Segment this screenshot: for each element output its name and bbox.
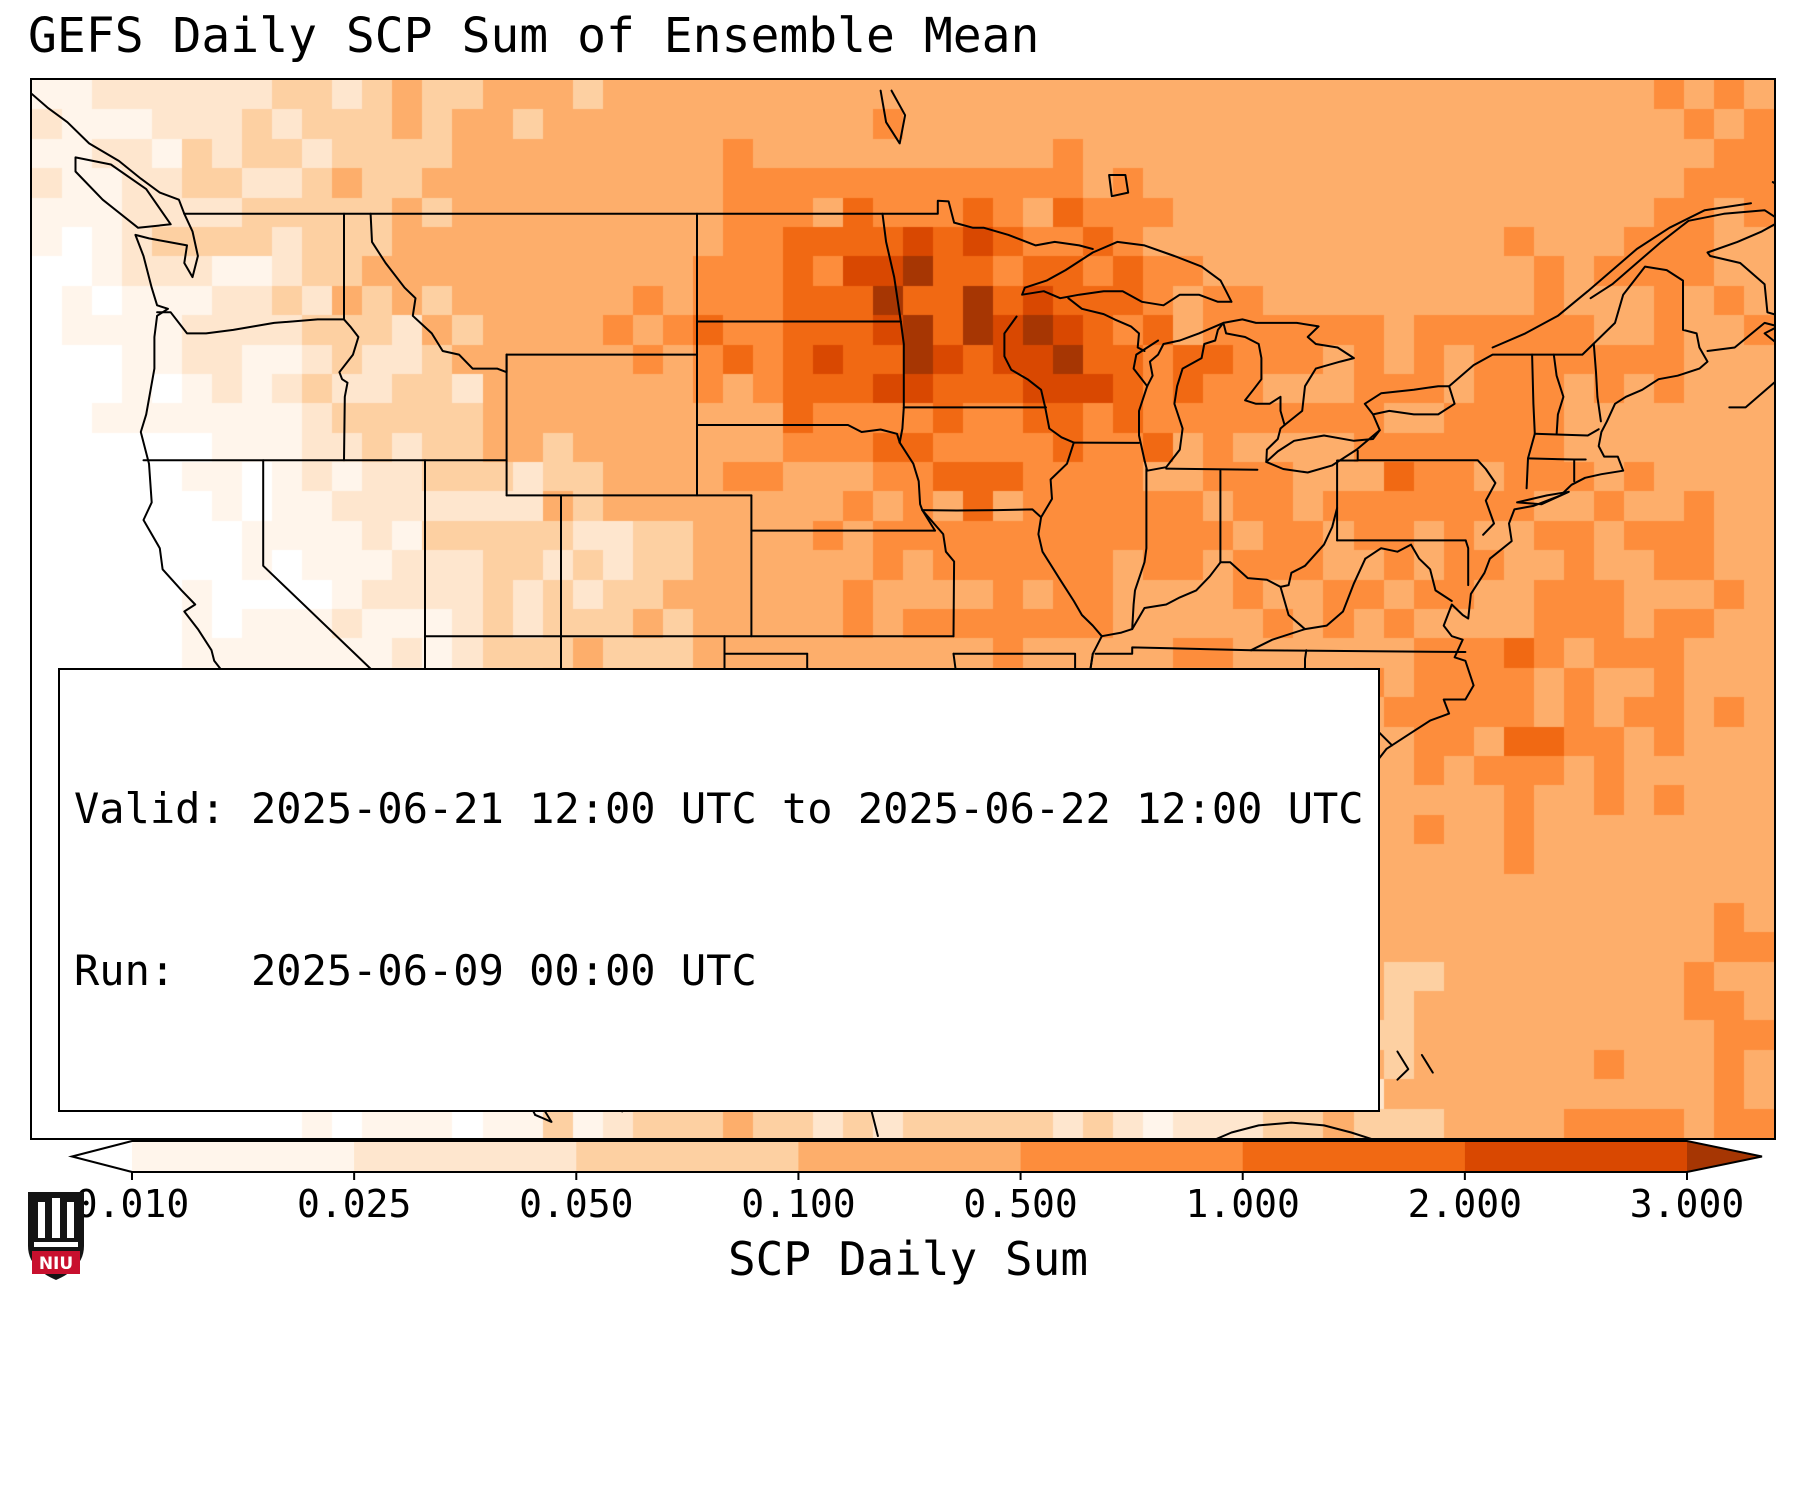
- map-boundary-line: [1464, 539, 1470, 587]
- map-boundary-line: [1356, 459, 1497, 536]
- map-boundary-line: [1250, 628, 1306, 652]
- map-boundary-line: [1706, 321, 1774, 409]
- map-boundary-line: [369, 212, 508, 374]
- map-boundary-line: [1094, 646, 1253, 655]
- map-boundary-line: [879, 89, 907, 145]
- map-boundary-line: [921, 509, 956, 638]
- map-boundary-line: [1304, 557, 1367, 631]
- map-boundary-line: [1067, 297, 1146, 352]
- map-boundary-line: [1589, 209, 1774, 316]
- map-boundary-line: [1100, 507, 1339, 638]
- validity-box: Valid: 2025-06-21 12:00 UTC to 2025-06-2…: [58, 668, 1380, 1112]
- map-boundary-line: [921, 508, 1043, 519]
- map-boundary-line: [1592, 343, 1602, 423]
- map-boundary-line: [898, 406, 905, 444]
- map-boundary-line: [1138, 321, 1225, 472]
- map-boundary-line: [1021, 240, 1233, 307]
- map-boundary-line: [1396, 1050, 1410, 1081]
- map-boundary-line: [1279, 585, 1306, 631]
- map-boundary-line: [1533, 428, 1600, 437]
- colorbar-segment: [132, 1141, 355, 1172]
- colorbar-tick-label: 0.500: [963, 1182, 1078, 1226]
- colorbar-segment: [1464, 1141, 1688, 1172]
- colorbar-tick-label: 1.000: [1185, 1182, 1300, 1226]
- map-boundary-line: [74, 156, 172, 229]
- map-boundary-line: [1037, 441, 1103, 638]
- colorbar: [68, 1140, 1763, 1180]
- colorbar-tick-label: 0.100: [741, 1182, 856, 1226]
- colorbar-segment: [798, 1141, 1022, 1172]
- map-boundary-line: [1552, 353, 1565, 436]
- map-boundary-line: [1250, 649, 1467, 653]
- colorbar-tick-label: 0.025: [296, 1182, 412, 1226]
- map-boundary-line: [32, 93, 186, 215]
- map-boundary-line: [1516, 490, 1570, 506]
- colorbar-segment: [1242, 1141, 1466, 1172]
- map-boundary-line: [881, 212, 902, 323]
- map-boundary-line: [1527, 457, 1587, 461]
- valid-time-text: Valid: 2025-06-21 12:00 UTC to 2025-06-2…: [74, 784, 1364, 833]
- niu-logo: NIU: [26, 1190, 86, 1292]
- map-boundary-line: [1216, 1121, 1372, 1138]
- niu-logo-text: NIU: [39, 1254, 73, 1274]
- niu-castle-pillar: [52, 1198, 60, 1238]
- map-boundary-line: [1364, 543, 1453, 602]
- colorbar-tick-label: 3.000: [1629, 1182, 1745, 1226]
- colorbar-segment: [354, 1141, 577, 1172]
- map-boundary-line: [1491, 202, 1752, 349]
- map-boundary-line: [338, 318, 360, 462]
- colorbar-tick-labels: 0.010 0.025 0.050 0.100 0.500 1.000 2.000 3.000: [30, 1182, 1772, 1230]
- figure-title: GEFS Daily SCP Sum of Ensemble Mean: [28, 8, 1040, 64]
- map-boundary-line: [1363, 385, 1456, 416]
- map-boundary-line: [1222, 318, 1355, 426]
- colorbar-tick-label: 0.010: [74, 1182, 190, 1226]
- colorbar-tick-label: 2.000: [1407, 1182, 1523, 1226]
- map-boundary-line: [1003, 315, 1075, 444]
- map-boundary-line: [1372, 413, 1381, 432]
- colorbar-under-arrow: [72, 1141, 132, 1172]
- niu-castle-pillar: [67, 1202, 74, 1238]
- map-boundary-line: [899, 320, 905, 409]
- map-boundary-line: [1420, 1054, 1434, 1074]
- map-boundary-line: [1131, 467, 1148, 631]
- colorbar-label: SCP Daily Sum: [727, 1232, 1089, 1286]
- colorbar-over-arrow: [1687, 1141, 1762, 1172]
- run-time-text: Run: 2025-06-09 00:00 UTC: [74, 946, 757, 995]
- map-boundary-line: [1132, 339, 1160, 388]
- niu-red-band: [32, 1251, 80, 1274]
- niu-castle-base: [34, 1242, 78, 1247]
- map-boundary-line: [1265, 429, 1381, 474]
- map-panel: Valid: 2025-06-21 12:00 UTC to 2025-06-2…: [30, 78, 1776, 1140]
- niu-castle-pillar: [38, 1202, 45, 1238]
- map-boundary-line: [1265, 424, 1286, 463]
- map-boundary-line: [1165, 467, 1259, 471]
- map-boundary-line: [1771, 181, 1774, 184]
- map-boundary-line: [156, 311, 345, 335]
- map-boundary-line: [1525, 353, 1536, 490]
- colorbar-tick-label: 0.050: [519, 1182, 634, 1226]
- map-boundary-line: [696, 424, 901, 444]
- map-boundary-line: [1108, 174, 1130, 198]
- map-boundary-line: [183, 199, 1094, 250]
- colorbar-segment: [1020, 1141, 1244, 1172]
- colorbar-segment: [576, 1141, 799, 1172]
